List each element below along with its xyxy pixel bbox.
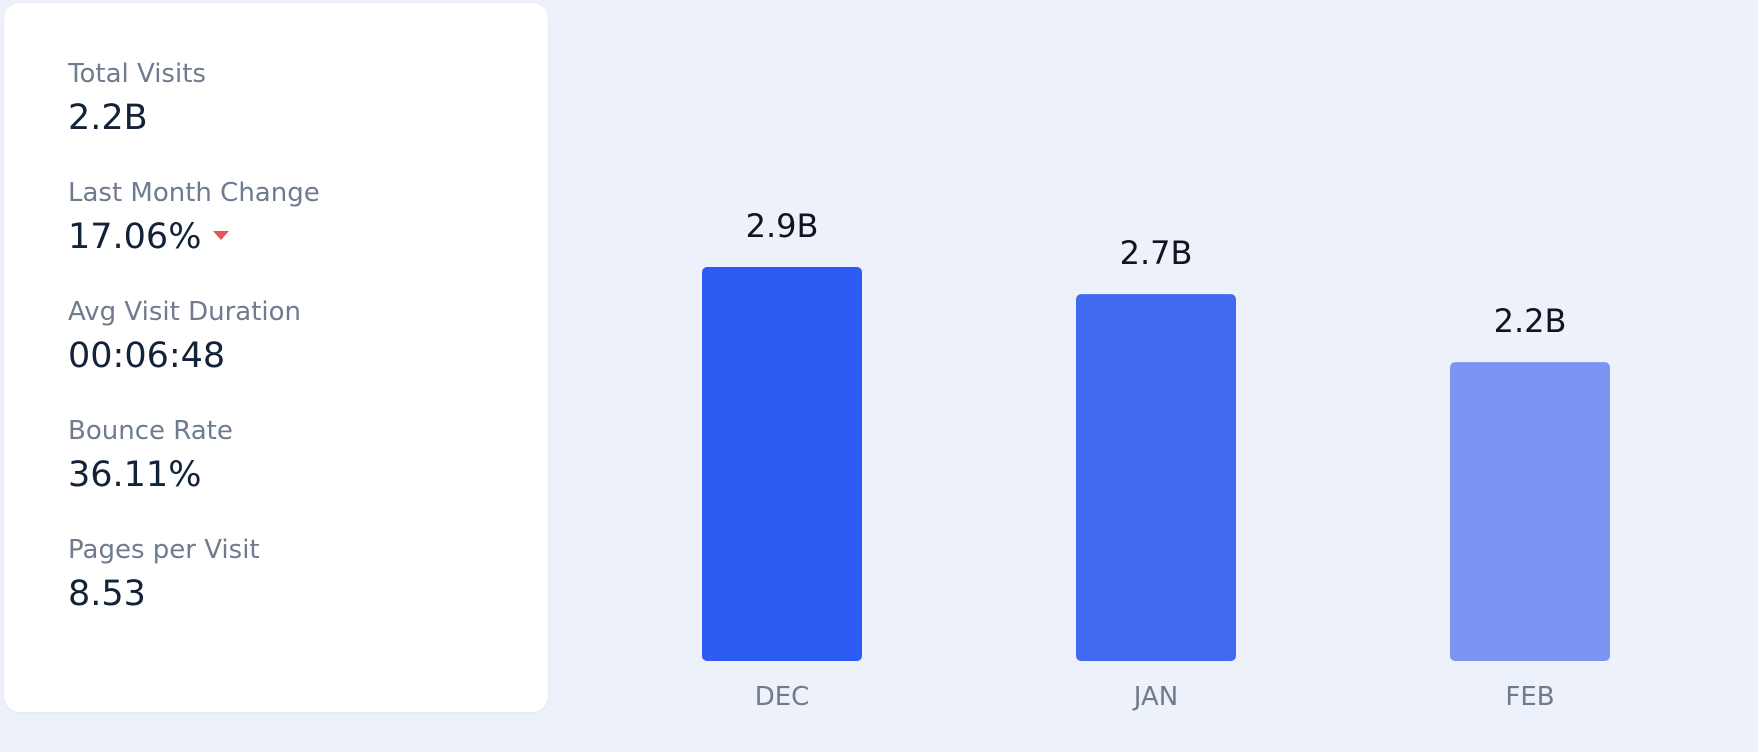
- stat-label: Total Visits: [68, 59, 206, 89]
- stat-label: Last Month Change: [68, 178, 320, 208]
- data-label: 2.2B: [1494, 302, 1567, 340]
- stat-value: 36.11%: [68, 455, 202, 495]
- stat-label: Pages per Visit: [68, 535, 260, 565]
- stat-value: 17.06%: [68, 217, 202, 257]
- data-label: 2.7B: [1120, 234, 1193, 272]
- stat-value-row: 17.06%: [68, 215, 320, 259]
- stat-bounce-rate: Bounce Rate 36.11%: [68, 415, 233, 497]
- category-label: DEC: [755, 682, 810, 712]
- stat-last-month-change: Last Month Change 17.06%: [68, 177, 320, 259]
- stat-value: 8.53: [68, 574, 146, 614]
- stat-label: Avg Visit Duration: [68, 297, 302, 327]
- bar-jan: [1076, 294, 1236, 661]
- category-label: FEB: [1505, 682, 1554, 712]
- stat-pages-per-visit: Pages per Visit 8.53: [68, 534, 260, 616]
- stat-total-visits: Total Visits 2.2B: [68, 58, 206, 140]
- stat-label: Bounce Rate: [68, 416, 233, 446]
- stat-value: 2.2B: [68, 98, 148, 138]
- stat-value: 00:06:48: [68, 336, 226, 376]
- data-label: 2.9B: [746, 207, 819, 245]
- stat-avg-visit-duration: Avg Visit Duration 00:06:48: [68, 296, 301, 378]
- category-label: JAN: [1132, 682, 1178, 712]
- stats-card: Total Visits 2.2B Last Month Change 17.0…: [4, 3, 548, 712]
- bar-feb: [1450, 362, 1610, 661]
- caret-down-icon: [213, 230, 230, 240]
- bar-dec: [702, 267, 862, 661]
